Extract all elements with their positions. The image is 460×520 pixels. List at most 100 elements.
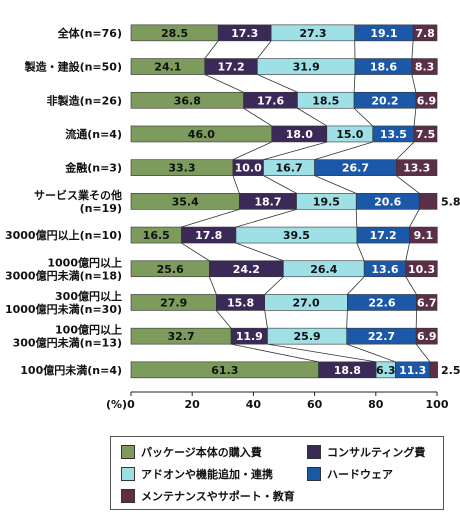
data-label: 28.5 (161, 27, 188, 40)
data-label: 22.6 (368, 296, 395, 309)
data-label: 17.2 (370, 229, 397, 242)
data-label: 6.3 (376, 364, 396, 377)
connector-line (235, 242, 284, 262)
data-label: 17.6 (257, 94, 284, 107)
bar-segment (411, 58, 438, 75)
data-label: 18.8 (334, 364, 361, 377)
data-label: 6.7 (417, 296, 437, 309)
category-label: 金融(n=3) (64, 161, 122, 175)
data-label: 10.0 (235, 162, 262, 175)
connector-line (263, 141, 327, 161)
category-label: 3000億円未満(n=18) (5, 268, 122, 282)
data-label: 25.6 (157, 263, 184, 276)
data-label: 13.5 (380, 128, 407, 141)
legend-label: ハードウェア (327, 468, 393, 481)
connector-line (230, 343, 319, 363)
connector-line (415, 343, 431, 363)
legend-item: パッケージ本体の購入費 (121, 444, 262, 460)
bar-segment (418, 193, 438, 210)
data-label: 16.7 (275, 162, 302, 175)
connector-line (409, 209, 420, 228)
connector-line (181, 242, 210, 262)
stacked-bar-chart: 28.5 17.3 27.3 19.1 7.8 24.1 17.2 31.9 18.6 8.3 36… (5, 24, 460, 411)
connector-line (396, 141, 415, 160)
data-label: 11.3 (399, 364, 426, 377)
connector-line (235, 208, 297, 228)
bar-segment (413, 125, 438, 143)
data-label: 31.9 (293, 61, 320, 74)
connector-line (204, 74, 244, 93)
data-label: 20.6 (374, 195, 401, 208)
data-label: 11.9 (236, 330, 263, 343)
data-label: 18.0 (286, 128, 313, 141)
x-tick-label: 40 (246, 398, 262, 411)
legend-label: パッケージ本体の購入費 (141, 446, 262, 459)
category-label: 製造・建設(n=50) (24, 60, 122, 74)
legend-label: アドオンや機能追加・連携 (141, 468, 273, 481)
data-label: 15.0 (336, 128, 363, 141)
x-tick-label: 100 (426, 398, 449, 411)
connector-line (346, 310, 348, 329)
bar-segment (416, 294, 438, 311)
connector-line (405, 276, 417, 295)
data-label: 26.7 (342, 162, 369, 175)
data-label: 17.2 (217, 61, 244, 74)
x-axis-unit: (%) (106, 398, 127, 411)
bar-segments (130, 24, 438, 379)
connector-line (243, 107, 272, 127)
connector-line (314, 141, 373, 161)
x-tick-label: 20 (185, 398, 201, 411)
category-label: 3000億円以上(n=10) (5, 228, 122, 242)
connector-line (347, 276, 365, 295)
category-label: 非製造(n=26) (47, 93, 122, 107)
data-label: 33.3 (168, 162, 195, 175)
connector-line (297, 107, 328, 127)
connector-line (264, 276, 284, 295)
category-label: 300億円未満(n=13) (13, 336, 122, 350)
data-label: 22.7 (368, 330, 395, 343)
data-label: 26.4 (310, 263, 337, 276)
data-label: 10.3 (408, 263, 435, 276)
x-axis-ticks: 0 20 40 60 80 100 (127, 392, 449, 411)
data-label: 9.1 (414, 229, 434, 242)
connector-line (346, 343, 396, 363)
category-label: 100億円未満(n=4) (20, 363, 122, 377)
connector-line (356, 242, 365, 261)
legend-item: アドオンや機能追加・連携 (121, 466, 273, 482)
connector-line (411, 40, 414, 59)
category-label: 1000億円以上 (47, 255, 122, 269)
legend-swatch (121, 445, 135, 459)
bar-segment (415, 327, 438, 345)
data-label: 6.9 (417, 94, 437, 107)
value-labels: 28.5 17.3 27.3 19.1 7.8 24.1 17.2 31.9 18.6 8.3 36… (143, 27, 460, 377)
bar-segment (412, 24, 438, 42)
legend-swatch (307, 445, 321, 459)
x-tick-label: 60 (307, 398, 323, 411)
connector-line (257, 40, 272, 59)
connector-line (204, 40, 219, 59)
legend: パッケージ本体の購入費 アドオンや機能追加・連携 メンテナンスやサポート・教育 コンサ… (110, 436, 444, 510)
legend-label: コンサルティング費 (327, 446, 426, 459)
connector-line (232, 175, 240, 194)
category-labels: 全体(n=76) 製造・建設(n=50) 非製造(n=26) 流通(n=4) 金融(n=… (5, 26, 122, 377)
legend-swatch (307, 467, 321, 481)
data-label: 27.3 (299, 27, 326, 40)
category-label: 300億円以上 (55, 289, 122, 303)
data-label: 39.5 (283, 229, 310, 242)
connector-line (181, 208, 240, 228)
data-label: 20.2 (371, 94, 398, 107)
connector-line (216, 310, 232, 329)
connector-lines (181, 40, 431, 363)
legend-item: ハードウェア (307, 466, 393, 482)
bar-segment (396, 159, 438, 176)
data-label: 24.2 (233, 263, 260, 276)
data-label: 18.6 (370, 61, 397, 74)
data-label: 16.5 (143, 229, 170, 242)
data-label: 46.0 (188, 128, 215, 141)
connector-line (232, 141, 272, 161)
bar-segment (415, 91, 438, 109)
bar-segment (409, 226, 438, 244)
legend-swatch (121, 467, 135, 481)
connector-line (264, 310, 268, 329)
legend-swatch (121, 489, 135, 503)
